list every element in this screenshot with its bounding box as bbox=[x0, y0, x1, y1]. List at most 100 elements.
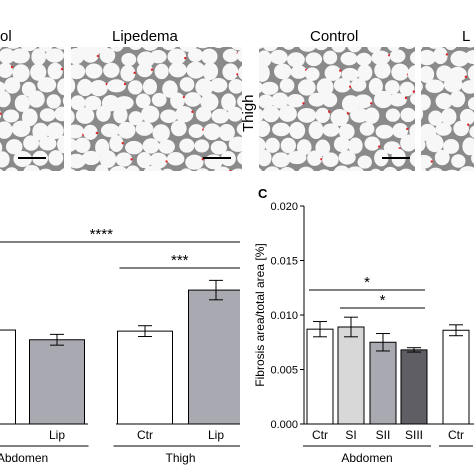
fibrosis-mark bbox=[184, 56, 187, 60]
adipocyte-cell bbox=[319, 169, 330, 171]
adipocyte-cell bbox=[304, 67, 320, 81]
adipocyte-cell bbox=[62, 96, 64, 105]
adipocyte-cell bbox=[446, 169, 458, 171]
adipocyte-cell bbox=[154, 63, 169, 80]
adipocyte-cell bbox=[99, 47, 116, 64]
adipocyte-cell bbox=[46, 122, 64, 140]
adipocyte-cell bbox=[0, 121, 13, 139]
adipocyte-cell bbox=[425, 79, 445, 94]
adipocyte-cell bbox=[201, 48, 218, 65]
adipocyte-cell bbox=[443, 76, 463, 93]
adipocyte-cell bbox=[368, 77, 383, 96]
adipocyte-cell bbox=[428, 167, 443, 171]
adipocyte-cell bbox=[259, 120, 271, 137]
adipocyte-cell bbox=[260, 81, 279, 95]
adipocyte-cell bbox=[315, 47, 328, 51]
bar bbox=[306, 328, 334, 425]
fibrosis-mark bbox=[302, 102, 305, 105]
adipocyte-cell bbox=[287, 52, 305, 68]
scale-bar-2 bbox=[203, 157, 231, 159]
fibrosis-mark bbox=[327, 110, 331, 113]
adipocyte-cell bbox=[400, 107, 415, 123]
micrograph-thigh-control bbox=[259, 47, 415, 171]
bar bbox=[337, 326, 365, 425]
fibrosis-mark bbox=[133, 71, 136, 75]
adipocyte-cell bbox=[39, 136, 57, 151]
adipocyte-cell bbox=[464, 50, 474, 65]
row-label-thigh: Thigh bbox=[240, 94, 257, 132]
adipocyte-cell bbox=[286, 94, 305, 108]
fibrosis-mark bbox=[378, 145, 381, 148]
adipocyte-cell bbox=[30, 63, 47, 81]
adipocyte-cell bbox=[350, 78, 367, 92]
adipocyte-cell bbox=[141, 105, 160, 123]
adipocyte-cell bbox=[289, 121, 306, 140]
adipocyte-cell bbox=[279, 78, 295, 93]
adipocyte-cell bbox=[0, 47, 3, 50]
adipocyte-cell bbox=[404, 47, 415, 49]
fibrosis-mark bbox=[0, 112, 2, 115]
fibrosis-mark bbox=[165, 160, 168, 163]
micrograph-thigh-control-image bbox=[259, 47, 415, 171]
significance-label: * bbox=[364, 274, 370, 291]
adipocyte-cell bbox=[297, 79, 316, 96]
adipocyte-cell bbox=[435, 122, 452, 136]
adipocyte-cell bbox=[71, 77, 76, 94]
adipocyte-cell bbox=[57, 78, 64, 96]
adipocyte-cell bbox=[85, 63, 103, 79]
y-tick-label: 0.015 bbox=[270, 256, 298, 268]
adipocyte-cell bbox=[322, 123, 340, 137]
adipocyte-cell bbox=[238, 65, 242, 80]
fibrosis-mark bbox=[130, 158, 133, 161]
adipocyte-cell bbox=[71, 168, 76, 171]
adipocyte-cell bbox=[151, 92, 167, 107]
scale-bar-1 bbox=[18, 157, 46, 159]
adipocyte-cell bbox=[273, 63, 292, 80]
adipocyte-cell bbox=[272, 122, 291, 137]
adipocyte-cell bbox=[195, 78, 214, 97]
adipocyte-cell bbox=[278, 105, 297, 122]
adipocyte-cell bbox=[23, 135, 40, 151]
adipocyte-cell bbox=[315, 107, 330, 123]
adipocyte-cell bbox=[74, 137, 91, 153]
adipocyte-cell bbox=[330, 109, 349, 127]
y-tick-label: 0.005 bbox=[270, 365, 298, 377]
bar-chart-fibrosis-stages: 0.000 0.005 0.010 0.015 0.020 Fibrosis area/t… bbox=[253, 201, 474, 465]
adipocyte-cell bbox=[392, 123, 409, 139]
adipocyte-cell bbox=[71, 48, 85, 65]
adipocyte-cell bbox=[333, 78, 352, 93]
adipocyte-cell bbox=[435, 92, 453, 110]
adipocyte-cell bbox=[218, 124, 235, 141]
bar bbox=[442, 329, 470, 425]
adipocyte-cell bbox=[357, 155, 372, 169]
adipocyte-cell bbox=[203, 123, 222, 141]
adipocyte-cell bbox=[391, 63, 409, 81]
fibrosis-mark bbox=[191, 110, 194, 114]
panel-title-lipedema: Lipedema bbox=[112, 28, 178, 45]
significance-label: * bbox=[380, 292, 386, 309]
adipocyte-cell bbox=[196, 168, 209, 171]
adipocyte-cell bbox=[283, 47, 295, 50]
adipocyte-cell bbox=[259, 137, 266, 154]
adipocyte-cell bbox=[222, 63, 239, 81]
fibrosis-mark bbox=[96, 54, 100, 58]
adipocyte-cell bbox=[75, 107, 95, 124]
adipocyte-cell bbox=[195, 106, 212, 122]
adipocyte-cell bbox=[264, 166, 281, 171]
adipocyte-cell bbox=[110, 47, 124, 52]
adipocyte-cell bbox=[373, 90, 393, 109]
adipocyte-cell bbox=[385, 108, 401, 122]
x-tick-label: SIII bbox=[405, 428, 423, 442]
adipocyte-cell bbox=[162, 80, 178, 98]
micrograph-abdomen-control bbox=[0, 47, 64, 171]
x-tick-label: Ctr bbox=[448, 428, 464, 442]
adipocyte-cell bbox=[421, 66, 435, 83]
bar bbox=[369, 341, 397, 425]
adipocyte-cell bbox=[0, 142, 3, 154]
adipocyte-cell bbox=[421, 82, 423, 91]
adipocyte-cell bbox=[158, 139, 175, 154]
scale-bar-3 bbox=[382, 157, 410, 159]
micrograph-abdomen-lipedema-image bbox=[71, 47, 242, 171]
group-label: Thigh bbox=[165, 451, 195, 465]
adipocyte-cell bbox=[259, 167, 263, 171]
